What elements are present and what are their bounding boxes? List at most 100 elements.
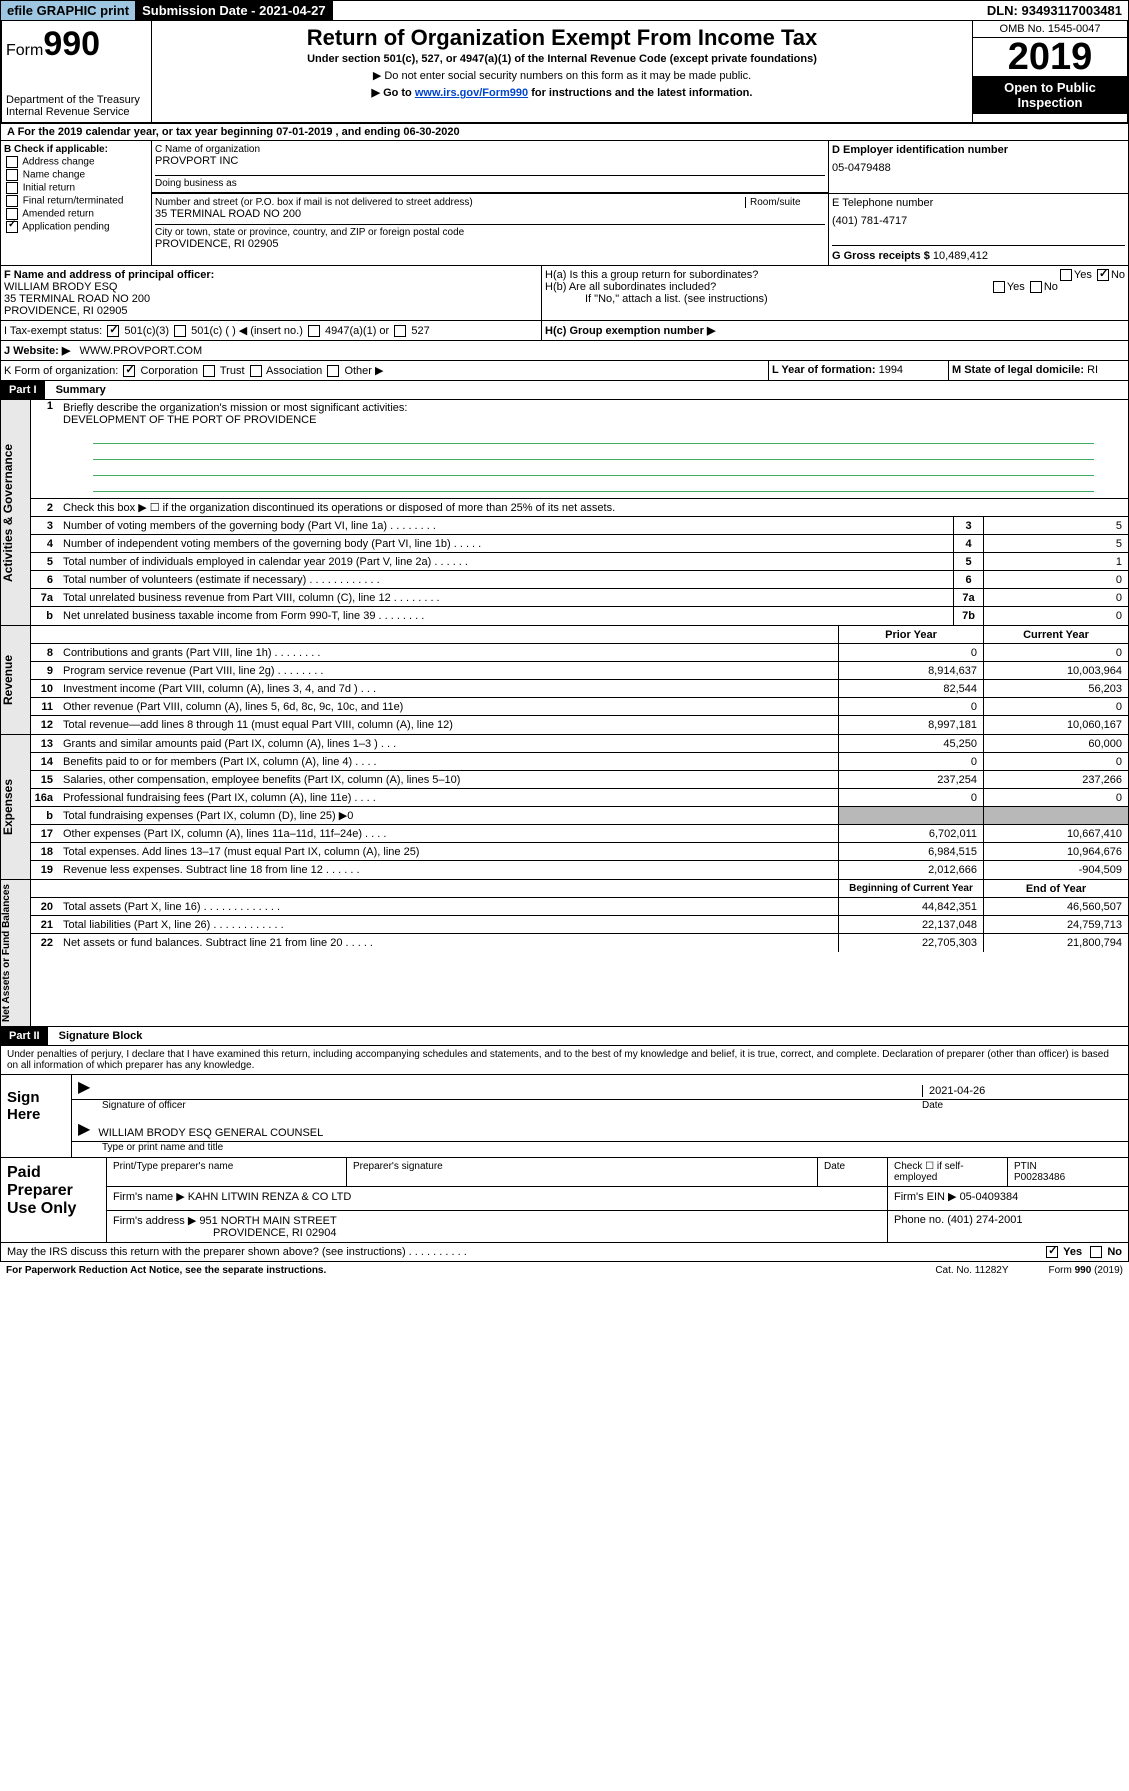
table-row: 18Total expenses. Add lines 13–17 (must … — [31, 843, 1128, 861]
dept-treasury: Department of the Treasury — [6, 94, 147, 106]
arrow-icon: ▶ — [78, 1119, 90, 1139]
section-klm: K Form of organization: Corporation Trus… — [0, 361, 1129, 381]
efile-print-button[interactable]: efile GRAPHIC print — [1, 1, 136, 20]
cb-trust[interactable] — [203, 365, 215, 377]
year-formation: 1994 — [879, 364, 903, 376]
cb-amended[interactable]: Amended return — [4, 208, 148, 220]
sign-here-label: Sign Here — [1, 1075, 71, 1157]
firm-phone: (401) 274-2001 — [947, 1214, 1022, 1226]
officer-typed-name: WILLIAM BRODY ESQ GENERAL COUNSEL — [98, 1127, 323, 1139]
perjury-text: Under penalties of perjury, I declare th… — [1, 1046, 1128, 1074]
table-row: 5Total number of individuals employed in… — [31, 553, 1128, 571]
table-row: 10Investment income (Part VIII, column (… — [31, 680, 1128, 698]
form990-link[interactable]: www.irs.gov/Form990 — [415, 87, 528, 99]
name-label: C Name of organization — [155, 144, 825, 155]
form-header: Form990 Department of the Treasury Inter… — [0, 21, 1129, 124]
cb-other[interactable] — [327, 365, 339, 377]
addr-label: Number and street (or P.O. box if mail i… — [155, 197, 745, 208]
cb-initial-return[interactable]: Initial return — [4, 182, 148, 194]
table-row: 9Program service revenue (Part VIII, lin… — [31, 662, 1128, 680]
section-j: J Website: ▶ WWW.PROVPORT.COM — [0, 341, 1129, 361]
table-row: 12Total revenue—add lines 8 through 11 (… — [31, 716, 1128, 734]
dba-label: Doing business as — [155, 175, 825, 189]
f-label: F Name and address of principal officer: — [4, 269, 214, 281]
cb-name-change[interactable]: Name change — [4, 169, 148, 181]
firm-addr1: 951 NORTH MAIN STREET — [199, 1215, 336, 1227]
dln: DLN: 93493117003481 — [981, 1, 1128, 20]
open-public: Open to PublicInspection — [973, 76, 1127, 114]
discuss-row: May the IRS discuss this return with the… — [1, 1242, 1128, 1261]
section-fh: F Name and address of principal officer:… — [0, 266, 1129, 321]
table-row: 15Salaries, other compensation, employee… — [31, 771, 1128, 789]
part-1-header: Part I Summary — [0, 381, 1129, 400]
tel-label: E Telephone number — [832, 197, 1125, 209]
cb-discuss-no[interactable] — [1090, 1246, 1102, 1258]
table-row: 16aProfessional fundraising fees (Part I… — [31, 789, 1128, 807]
officer-addr1: 35 TERMINAL ROAD NO 200 — [4, 293, 150, 305]
summary-netassets: Net Assets or Fund Balances Beginning of… — [0, 880, 1129, 1027]
table-row: 8Contributions and grants (Part VIII, li… — [31, 644, 1128, 662]
table-row: 6Total number of volunteers (estimate if… — [31, 571, 1128, 589]
table-row: 3Number of voting members of the governi… — [31, 517, 1128, 535]
officer-name: WILLIAM BRODY ESQ — [4, 281, 118, 293]
table-row: 17Other expenses (Part IX, column (A), l… — [31, 825, 1128, 843]
cb-address-change[interactable]: Address change — [4, 156, 148, 168]
firm-name: KAHN LITWIN RENZA & CO LTD — [188, 1191, 352, 1203]
cb-final-return[interactable]: Final return/terminated — [4, 195, 148, 207]
table-row: 21Total liabilities (Part X, line 26) . … — [31, 916, 1128, 934]
side-expenses: Expenses — [1, 735, 31, 879]
submission-date: Submission Date - 2021-04-27 — [136, 1, 333, 20]
cb-corp[interactable] — [123, 365, 135, 377]
cb-app-pending[interactable]: Application pending — [4, 221, 148, 233]
ein-label: D Employer identification number — [832, 144, 1008, 156]
gross-value: 10,489,412 — [933, 250, 988, 262]
table-row: 7aTotal unrelated business revenue from … — [31, 589, 1128, 607]
table-row: bTotal fundraising expenses (Part IX, co… — [31, 807, 1128, 825]
top-bar: efile GRAPHIC print Submission Date - 20… — [0, 0, 1129, 21]
table-row: 22Net assets or fund balances. Subtract … — [31, 934, 1128, 952]
ssn-note: ▶ Do not enter social security numbers o… — [156, 69, 968, 82]
table-row: 20Total assets (Part X, line 16) . . . .… — [31, 898, 1128, 916]
form-number: Form990 — [6, 25, 147, 64]
cb-assoc[interactable] — [250, 365, 262, 377]
footer: For Paperwork Reduction Act Notice, see … — [0, 1262, 1129, 1279]
cb-4947[interactable] — [308, 325, 320, 337]
org-name: PROVPORT INC — [155, 155, 825, 167]
officer-addr2: PROVIDENCE, RI 02905 — [4, 305, 128, 317]
ptin-value: P00283486 — [1014, 1172, 1065, 1183]
mission-text: DEVELOPMENT OF THE PORT OF PROVIDENCE — [63, 414, 316, 426]
table-row: 13Grants and similar amounts paid (Part … — [31, 735, 1128, 753]
cb-discuss-yes[interactable] — [1046, 1246, 1058, 1258]
table-row: 14Benefits paid to or for members (Part … — [31, 753, 1128, 771]
firm-ein: 05-0409384 — [960, 1191, 1019, 1203]
form-footer: Form 990 (2019) — [1049, 1265, 1123, 1276]
line-a-period: A For the 2019 calendar year, or tax yea… — [0, 124, 1129, 141]
cb-501c3[interactable] — [107, 325, 119, 337]
goto-note: ▶ Go to www.irs.gov/Form990 for instruct… — [156, 86, 968, 99]
part-2-header: Part II Signature Block — [0, 1027, 1129, 1046]
ha-question: H(a) Is this a group return for subordin… — [545, 269, 1125, 281]
table-row: bNet unrelated business taxable income f… — [31, 607, 1128, 625]
city-label: City or town, state or province, country… — [155, 224, 825, 238]
hc-label: H(c) Group exemption number ▶ — [545, 325, 715, 337]
irs-label: Internal Revenue Service — [6, 106, 147, 118]
cb-501c[interactable] — [174, 325, 186, 337]
summary-expenses: Expenses 13Grants and similar amounts pa… — [0, 735, 1129, 880]
tax-year: 2019 — [973, 38, 1127, 76]
side-governance: Activities & Governance — [1, 400, 31, 625]
paid-preparer: Paid Preparer Use Only Print/Type prepar… — [1, 1157, 1128, 1242]
side-netassets: Net Assets or Fund Balances — [1, 880, 31, 1026]
firm-addr2: PROVIDENCE, RI 02904 — [113, 1227, 337, 1239]
signature-block: Under penalties of perjury, I declare th… — [0, 1046, 1129, 1262]
summary-revenue: Revenue Prior Year Current Year 8Contrib… — [0, 626, 1129, 735]
city-value: PROVIDENCE, RI 02905 — [155, 238, 825, 250]
ein-value: 05-0479488 — [832, 162, 1125, 174]
table-row: 11Other revenue (Part VIII, column (A), … — [31, 698, 1128, 716]
summary-governance: Activities & Governance 1 Briefly descri… — [0, 400, 1129, 626]
form-title: Return of Organization Exempt From Incom… — [156, 25, 968, 51]
tel-value: (401) 781-4717 — [832, 215, 1125, 227]
section-b: B Check if applicable: Address change Na… — [1, 141, 151, 265]
table-row: 4Number of independent voting members of… — [31, 535, 1128, 553]
cb-527[interactable] — [394, 325, 406, 337]
hb-note: If "No," attach a list. (see instruction… — [545, 293, 1125, 305]
